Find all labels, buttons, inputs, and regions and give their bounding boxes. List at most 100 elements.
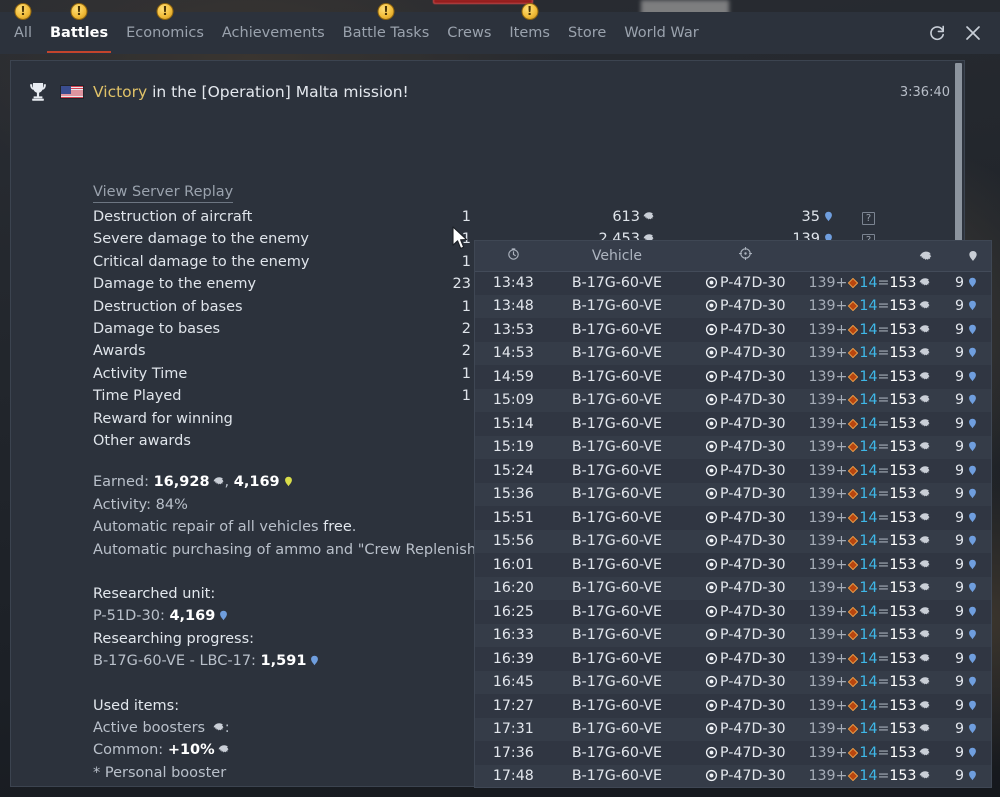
table-row[interactable]: 13:43 B-17G-60-VE P-47D-30 139+ 14=153 9 [475,271,991,295]
kill-marker-icon [705,511,718,524]
cell-target-name: P-47D-30 [720,721,786,738]
rp-value: 9 [954,627,964,644]
help-icon[interactable]: ? [862,212,875,225]
cell-vehicle: B-17G-60-VE [571,556,662,573]
tab-label: Achievements [221,25,325,41]
cell-silver-lions: 139+ 14=153 [808,389,941,413]
sl-base: 139 [808,556,836,573]
cell-target-name: P-47D-30 [720,345,786,362]
panel-scrollbar-thumb[interactable] [955,63,962,383]
table-row[interactable]: 16:39 B-17G-60-VE P-47D-30 139+ 14=153 9 [475,647,991,671]
table-row[interactable]: 15:56 B-17G-60-VE P-47D-30 139+ 14=153 9 [475,529,991,553]
research-point-icon [966,746,979,759]
sl-plus-sign: + [835,509,848,526]
tab-store[interactable]: Store [559,12,615,54]
research-point-icon [822,210,835,223]
sl-plus-sign: + [835,415,848,432]
kill-marker-icon [705,440,718,453]
sl-base: 139 [808,533,836,550]
table-row[interactable]: 13:53 B-17G-60-VE P-47D-30 139+ 14=153 9 [475,318,991,342]
sl-bonus: 14 [859,721,878,738]
table-row[interactable]: 15:36 B-17G-60-VE P-47D-30 139+ 14=153 9 [475,482,991,506]
active-boosters-line: Active boosters : [93,717,938,739]
sl-equals-sign: = [877,439,890,456]
cell-vehicle: B-17G-60-VE [571,744,662,761]
reward-label: Damage to the enemy [93,276,257,293]
auto-ammo-line: Automatic purchasing of ammo and "Crew R… [93,541,526,558]
cell-target: P-47D-30 [682,271,808,295]
table-row[interactable]: 17:27 B-17G-60-VE P-47D-30 139+ 14=153 9 [475,694,991,718]
rp-value: 9 [954,368,964,385]
table-row[interactable]: 16:33 B-17G-60-VE P-47D-30 139+ 14=153 9 [475,623,991,647]
sl-total: 153 [889,509,917,526]
column-target [682,241,809,272]
silver-lion-icon [918,605,931,618]
cell-time: 16:39 [492,650,534,667]
session-time: 3:36:40 [899,84,950,100]
tab-label: Economics [126,25,204,41]
tabbar-actions [924,12,1000,54]
researching-progress-label: Researching progress: [93,630,255,647]
booster-diamond-icon [848,699,859,711]
reward-label: Activity Time [93,365,188,382]
cell-target-name: P-47D-30 [720,744,786,761]
close-icon[interactable] [960,20,986,46]
table-row[interactable]: 15:14 B-17G-60-VE P-47D-30 139+ 14=153 9 [475,412,991,436]
tab-items[interactable]: ! Items [500,3,559,54]
sl-equals-sign: = [877,298,890,315]
sl-base: 139 [808,674,836,691]
sl-equals-sign: = [877,368,890,385]
cell-target-name: P-47D-30 [720,368,786,385]
cell-time: 14:59 [492,368,534,385]
booster-diamond-icon [848,276,859,289]
table-row[interactable]: 13:48 B-17G-60-VE P-47D-30 139+ 14=153 9 [475,294,991,318]
table-row[interactable]: 17:48 B-17G-60-VE P-47D-30 139+ 14=153 9 [475,764,991,787]
research-point-icon [966,769,979,782]
table-row[interactable]: 15:24 B-17G-60-VE P-47D-30 139+ 14=153 9 [475,459,991,483]
table-row[interactable]: 15:09 B-17G-60-VE P-47D-30 139+ 14=153 9 [475,388,991,413]
view-server-replay-link[interactable]: View Server Replay [93,184,234,203]
table-row[interactable]: 15:19 B-17G-60-VE P-47D-30 139+ 14=153 9 [475,435,991,460]
sl-total: 153 [889,768,917,785]
sl-plus-sign: + [835,768,848,785]
tab-battle-tasks[interactable]: ! Battle Tasks [334,3,439,54]
table-row[interactable]: 17:31 B-17G-60-VE P-47D-30 139+ 14=153 9 [475,717,991,742]
cell-target-name: P-47D-30 [720,603,786,620]
tab-economics[interactable]: ! Economics [117,3,213,54]
research-point-icon [966,370,979,383]
cell-target: P-47D-30 [682,718,808,742]
table-row[interactable]: 16:45 B-17G-60-VE P-47D-30 139+ 14=153 9 [475,670,991,694]
booster-diamond-icon [848,558,859,570]
tab-world-war[interactable]: World War [615,12,707,54]
rp-value: 9 [954,650,964,667]
refresh-icon[interactable] [924,20,950,46]
tab-crews[interactable]: Crews [438,12,500,54]
cell-vehicle: B-17G-60-VE [571,368,662,385]
cell-target: P-47D-30 [682,436,808,460]
table-row[interactable]: 14:53 B-17G-60-VE P-47D-30 139+ 14=153 9 [475,341,991,365]
table-row[interactable]: 14:59 B-17G-60-VE P-47D-30 139+ 14=153 9 [475,365,991,389]
activity-line: Activity: 84% [93,496,188,513]
table-row[interactable]: 17:36 B-17G-60-VE P-47D-30 139+ 14=153 9 [475,741,991,765]
reward-row: Destruction of aircraft 1 613 35? [93,209,938,231]
cell-time: 16:25 [492,603,534,620]
cell-time: 13:53 [492,321,534,338]
cell-silver-lions: 139+ 14=153 [808,647,941,671]
cell-target: P-47D-30 [682,389,808,413]
sl-plus-sign: + [835,345,848,362]
tab-all[interactable]: ! All [5,3,41,54]
booster-diamond-icon [848,605,859,617]
table-row[interactable]: 16:25 B-17G-60-VE P-47D-30 139+ 14=153 9 [475,600,991,624]
table-row[interactable]: 16:20 B-17G-60-VE P-47D-30 139+ 14=153 9 [475,576,991,600]
sl-total: 153 [889,556,917,573]
reward-count: 1 [461,253,471,270]
table-row[interactable]: 15:51 B-17G-60-VE P-47D-30 139+ 14=153 9 [475,506,991,530]
silver-lion-icon [642,210,655,223]
table-row[interactable]: 16:01 B-17G-60-VE P-47D-30 139+ 14=153 9 [475,553,991,577]
kill-marker-icon [705,464,718,477]
reward-label: Severe damage to the enemy [93,231,309,248]
tab-battles[interactable]: ! Battles [41,3,117,54]
tab-achievements[interactable]: Achievements [213,12,334,54]
cell-silver-lions: 139+ 14=153 [808,600,941,624]
cell-silver-lions: 139+ 14=153 [808,412,941,436]
